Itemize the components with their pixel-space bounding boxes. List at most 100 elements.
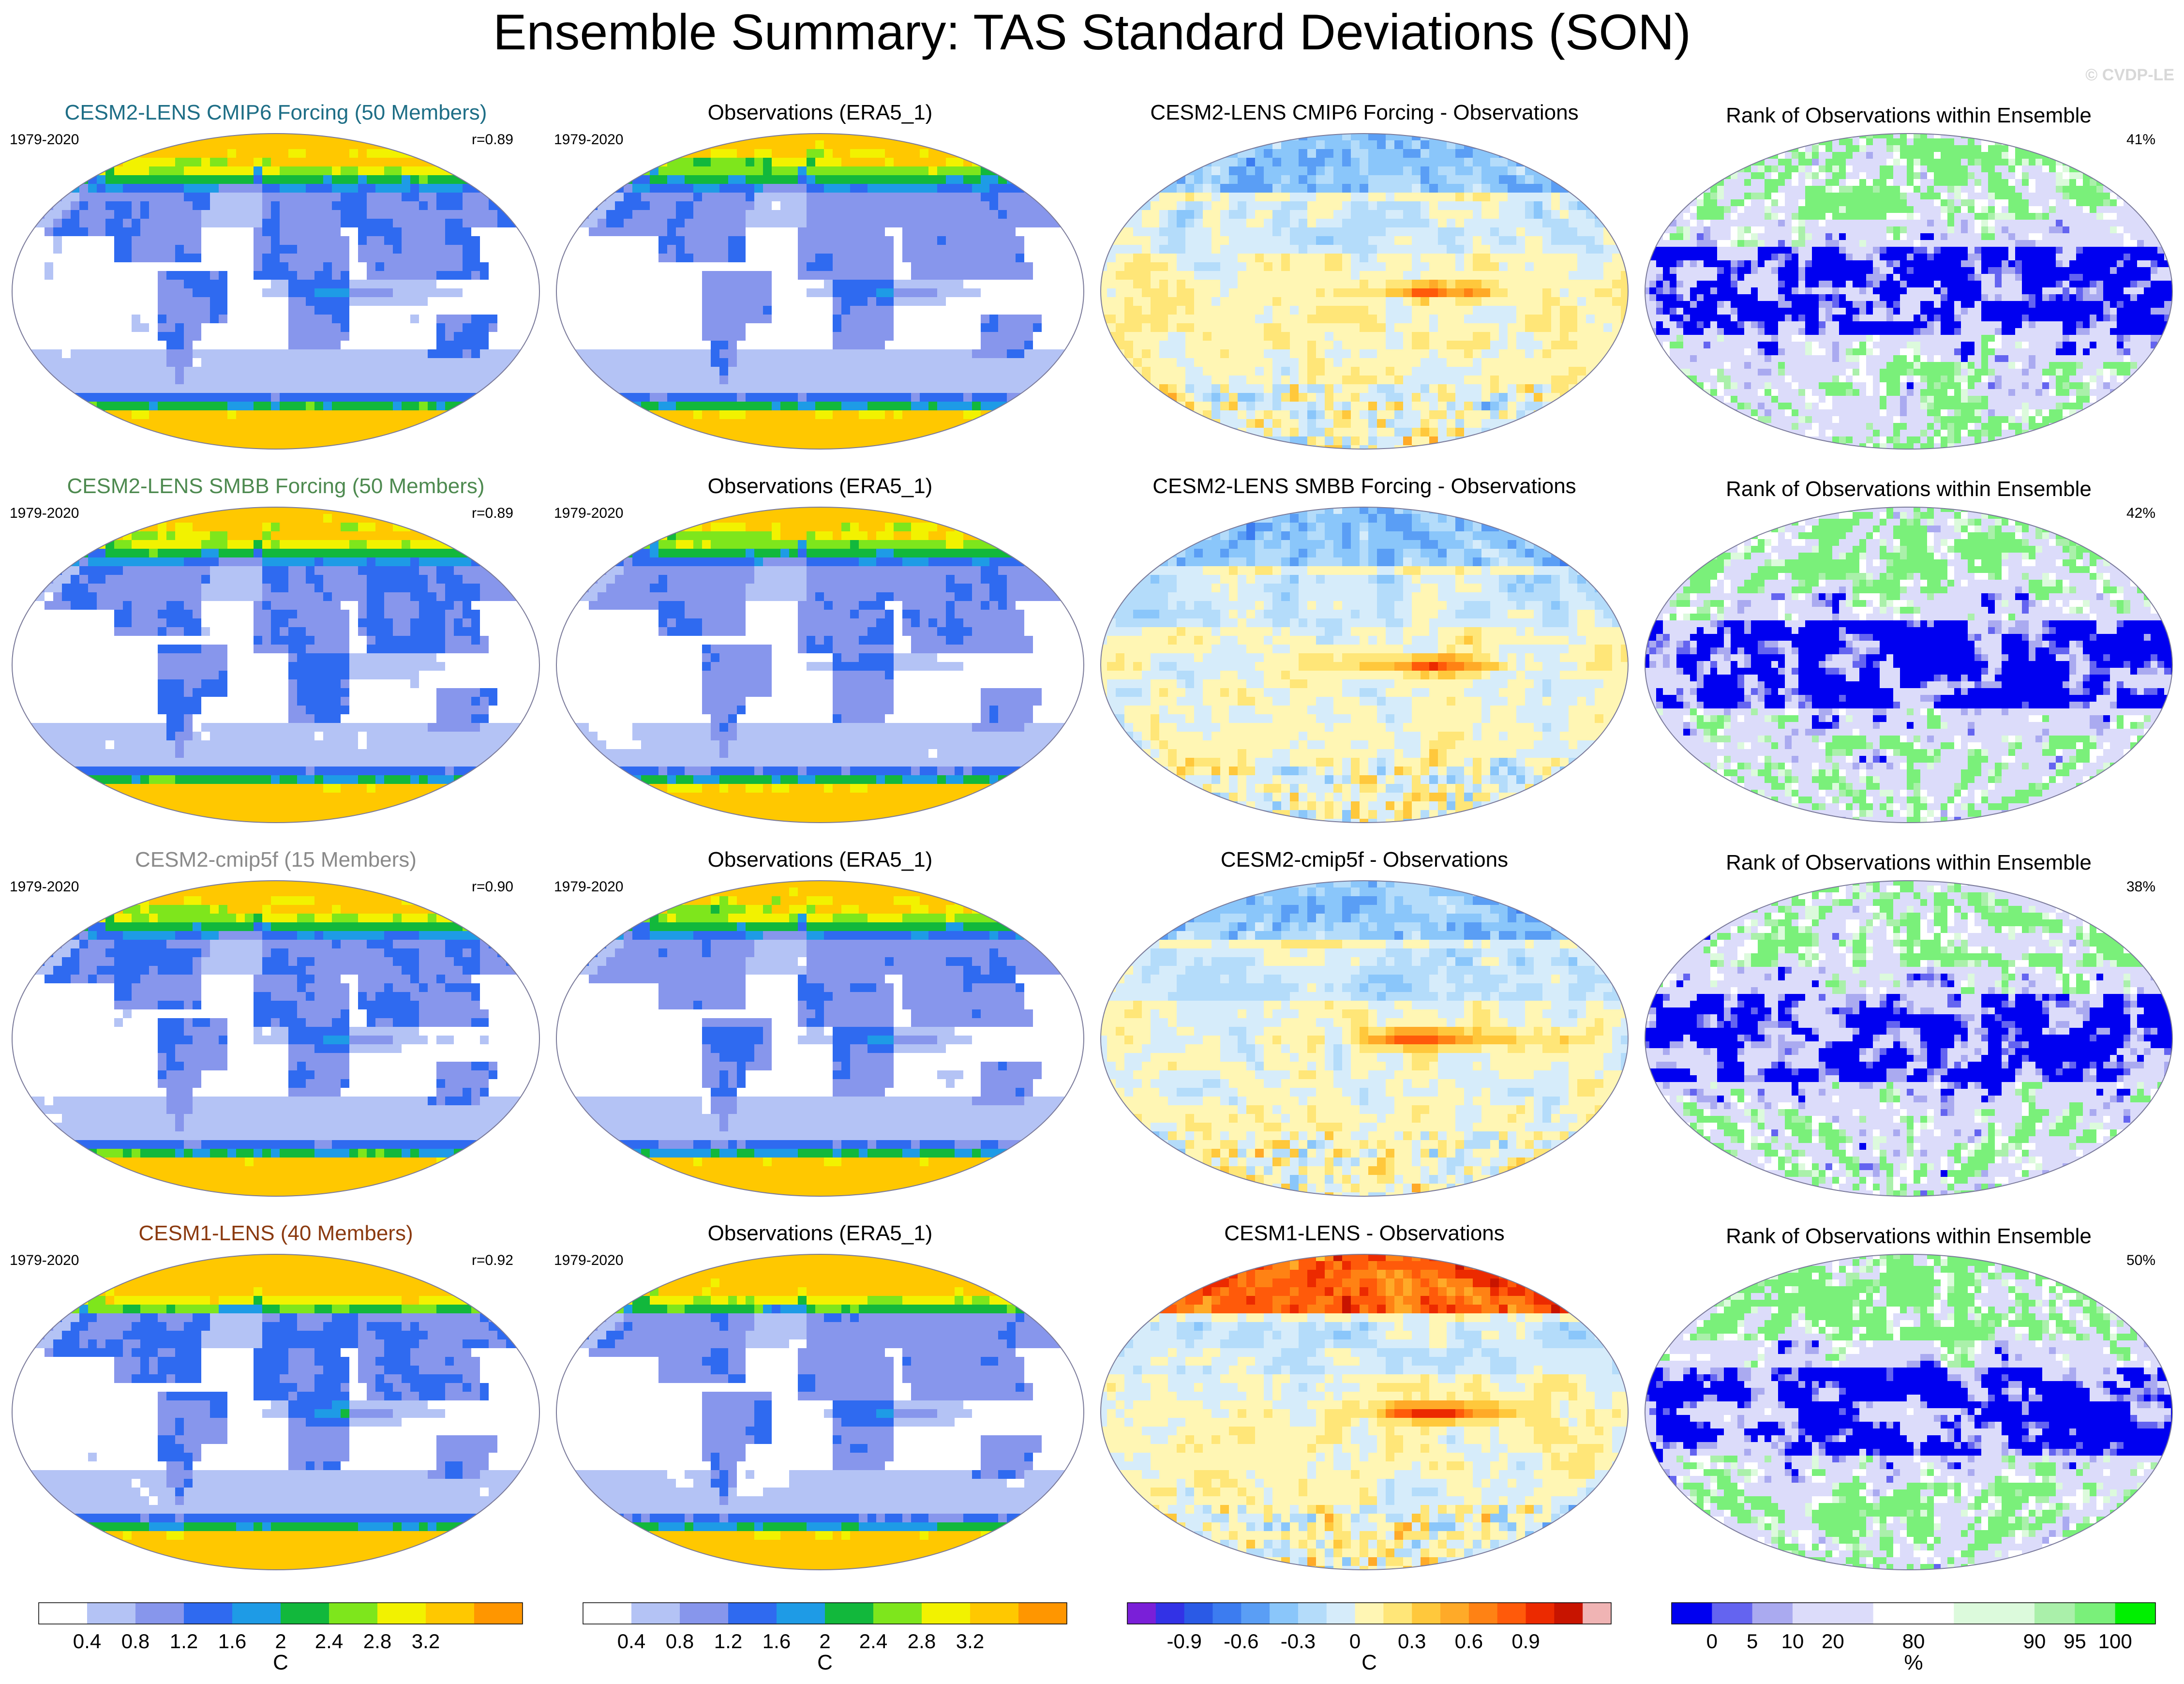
map-diff-row-2 [1100, 507, 1629, 823]
colorbar-1-swatch [184, 1603, 233, 1624]
colorbar-4-tick-label: 90 [2023, 1630, 2046, 1653]
colorbar-4-swatch [1873, 1603, 1914, 1624]
colorbar-4-swatch [2075, 1603, 2116, 1624]
colorbar-2-tick-label: 0.4 [617, 1630, 645, 1653]
colorbar-4-tick-label: 80 [1902, 1630, 1925, 1653]
colorbar-3-tick-label: 0 [1349, 1630, 1361, 1653]
map-field-diff-row-3 [1101, 881, 1628, 1196]
map-field-diff-row-1 [1101, 134, 1628, 449]
colorbar-1-swatch [135, 1603, 184, 1624]
colorbar-2-swatch [777, 1603, 825, 1624]
ensemble-title-row-4: CESM1-LENS (40 Members) [10, 1221, 542, 1246]
colorbar-1-tick-label: 2.4 [315, 1630, 343, 1653]
map-obs-row-4 [556, 1254, 1084, 1570]
map-diff-row-3 [1100, 880, 1629, 1197]
colorbar-4-tick-label: 100 [2098, 1630, 2132, 1653]
ensemble-pattern-correlation-row-1: r=0.89 [472, 132, 513, 148]
colorbar-4-swatch [1672, 1603, 1712, 1624]
map-outline [12, 880, 540, 1197]
colorbar-4-unit: % [1904, 1651, 1923, 1674]
colorbar-1-tick-label: 1.6 [218, 1630, 246, 1653]
colorbar-4-swatch [1712, 1603, 1753, 1624]
colorbar-1-border [38, 1602, 523, 1624]
colorbar-2-swatch [680, 1603, 729, 1624]
map-field-diff-row-2 [1101, 507, 1628, 823]
map-outline [12, 507, 540, 823]
colorbar-3-tick-label: -0.3 [1281, 1630, 1316, 1653]
map-outline [1645, 507, 2173, 823]
colorbar-3-tick-label: -0.6 [1224, 1630, 1258, 1653]
colorbar-3-swatch [1155, 1603, 1185, 1624]
colorbar-1-swatch [474, 1603, 523, 1624]
colorbar-3-tick-label: 0.3 [1398, 1630, 1426, 1653]
colorbar-3-swatch [1127, 1603, 1156, 1624]
colorbar-2-swatch [1018, 1603, 1067, 1624]
colorbar-3: -0.9 -0.6 -0.3 0 0.3 0.6 0.9 C [1127, 1602, 1612, 1674]
colorbar-4-tick-label: 10 [1781, 1630, 1804, 1653]
map-outline [556, 133, 1084, 450]
colorbar-3-swatch [1583, 1603, 1612, 1624]
map-obs-row-3 [556, 880, 1084, 1197]
colorbar-2-tick-label: 2.8 [908, 1630, 936, 1653]
map-field-diff-row-4 [1101, 1254, 1628, 1570]
map-outline [1645, 133, 2173, 450]
map-field-ens-row-1 [12, 134, 539, 449]
rank-percent-row-1: 41% [2126, 132, 2155, 148]
colorbar-3-swatch [1468, 1603, 1498, 1624]
colorbar-4-border [1671, 1602, 2156, 1624]
colorbar-4-tick-label: 0 [1706, 1630, 1718, 1653]
colorbar-3-tick-label: -0.9 [1167, 1630, 1201, 1653]
colorbar-2-border [583, 1602, 1067, 1624]
colorbar-3-swatch [1212, 1603, 1242, 1624]
colorbar-2-swatch [583, 1603, 632, 1624]
colorbar-1-swatch [39, 1603, 88, 1624]
colorbar-3-tick-label: 0.6 [1455, 1630, 1483, 1653]
map-outline [1100, 880, 1629, 1197]
colorbar-4-tick-label: 20 [1822, 1630, 1844, 1653]
colorbar-3-swatch [1184, 1603, 1213, 1624]
colorbar-1-unit: C [273, 1651, 288, 1674]
colorbar-2-unit: C [817, 1651, 833, 1674]
colorbar-1-tick-label: 3.2 [412, 1630, 440, 1653]
colorbar-2-swatch [970, 1603, 1019, 1624]
ensemble-title-row-1: CESM2-LENS CMIP6 Forcing (50 Members) [10, 101, 542, 125]
colorbar-1-swatch [329, 1603, 378, 1624]
ensemble-period-row-2: 1979-2020 [10, 505, 79, 522]
colorbar-3-swatch [1241, 1603, 1270, 1624]
map-obs-row-1 [556, 133, 1084, 450]
colorbar-2-tick-label: 2.4 [859, 1630, 887, 1653]
colorbar-1-swatch [87, 1603, 136, 1624]
rank-title-row-4: Rank of Observations within Ensemble [1643, 1224, 2175, 1248]
rank-title-row-2: Rank of Observations within Ensemble [1643, 477, 2175, 501]
map-field-obs-row-3 [556, 881, 1084, 1196]
colorbar-3-swatch [1440, 1603, 1469, 1624]
map-field-obs-row-1 [556, 134, 1084, 449]
map-outline [1100, 133, 1629, 450]
map-rank-row-1 [1645, 133, 2173, 450]
rank-percent-row-4: 50% [2126, 1252, 2155, 1269]
difference-title-row-2: CESM2-LENS SMBB Forcing - Observations [1098, 474, 1631, 498]
map-outline [556, 880, 1084, 1197]
colorbar-3-swatch [1554, 1603, 1583, 1624]
colorbar-4-swatch [1954, 1603, 1995, 1624]
colorbar-1: 0.4 0.8 1.2 1.6 2 2.4 2.8 3.2 C [38, 1602, 523, 1674]
colorbar-2-swatch [631, 1603, 680, 1624]
colorbar-2: 0.4 0.8 1.2 1.6 2 2.4 2.8 3.2 C [583, 1602, 1067, 1674]
colorbar-2-tick-label: 0.8 [666, 1630, 694, 1653]
ensemble-title-row-2: CESM2-LENS SMBB Forcing (50 Members) [10, 474, 542, 498]
colorbar-1-swatch [426, 1603, 475, 1624]
ensemble-period-row-3: 1979-2020 [10, 879, 79, 895]
map-field-obs-row-2 [556, 507, 1084, 823]
map-field-rank-row-2 [1645, 507, 2172, 823]
observations-title-row-1: Observations (ERA5_1) [554, 101, 1086, 125]
map-rank-row-2 [1645, 507, 2173, 823]
colorbar-4-swatch [1994, 1603, 2035, 1624]
colorbar-4-tick-label: 5 [1747, 1630, 1758, 1653]
map-outline [12, 1254, 540, 1570]
colorbar-3-swatch [1298, 1603, 1327, 1624]
colorbar-4: 0 5 10 20 80 90 95 100% [1671, 1602, 2156, 1674]
map-outline [1645, 1254, 2173, 1570]
map-field-ens-row-4 [12, 1254, 539, 1570]
map-diff-row-4 [1100, 1254, 1629, 1570]
